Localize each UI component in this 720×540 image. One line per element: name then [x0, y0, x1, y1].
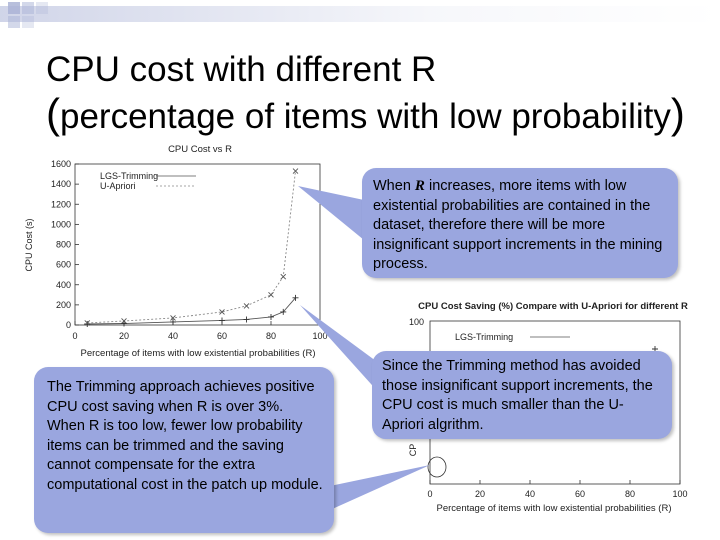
callout-r-increases: When R increases, more items with low ex…: [362, 168, 678, 278]
chart2-x-tick-label: 60: [575, 489, 585, 499]
chart1-x-tick-label: 80: [266, 331, 276, 341]
chart1-y-tick-label: 1600: [51, 159, 71, 169]
chart2-y-tick-label: 100: [409, 317, 424, 327]
title-line-1: CPU cost with different R: [46, 50, 437, 89]
chart1-point-marker: [219, 317, 225, 324]
top-gradient-band: [0, 6, 720, 22]
chart1-point-marker: [121, 318, 127, 324]
chart1-x-axis-label: Percentage of items with low existential…: [81, 348, 316, 359]
chart2-x-tick-label: 20: [475, 489, 485, 499]
title-line-2: (percentage of items with low probabilit…: [46, 92, 706, 139]
chart1-legend-label-lgs: LGS-Trimming: [100, 171, 158, 181]
chart1-point-marker: [268, 313, 274, 320]
callout-trimming-saving: The Trimming approach achieves positive …: [34, 367, 334, 533]
chart1-point-marker: [243, 303, 250, 309]
chart1-series-line-0: [87, 297, 296, 325]
chart2-y-axis-label: CP: [408, 444, 418, 457]
chart2-x-axis-label: Percentage of items with low existential…: [437, 503, 672, 514]
chart1-y-tick-label: 600: [56, 260, 71, 270]
title-line-2-text: percentage of items with low probability: [60, 97, 671, 136]
chart2-x-tick-label: 100: [672, 489, 687, 499]
chart1-point-marker: [243, 316, 250, 323]
chart1-x-tick-label: 0: [72, 331, 77, 341]
chart1-y-tick-label: 1400: [51, 179, 71, 189]
chart1-point-marker: [292, 168, 299, 174]
chart1-series-line-1: [87, 170, 296, 324]
slide-title: CPU cost with different R (percentage of…: [46, 48, 706, 139]
chart1-x-tick-label: 20: [119, 331, 129, 341]
chart1-y-tick-label: 0: [66, 320, 71, 330]
chart2-legend-label-lgs: LGS-Trimming: [455, 332, 513, 342]
chart1-legend: LGS-Trimming U-Apriori: [100, 171, 196, 191]
chart2-highlight-circle: [427, 456, 447, 478]
callout1-text-before: When: [373, 178, 415, 194]
callout2-pointer: [300, 305, 380, 394]
chart1-point-marker: [280, 273, 287, 280]
chart1-point-marker: [170, 318, 176, 325]
callout1-pointer: [298, 186, 364, 240]
callout-trimming-avoided: Since the Trimming method has avoided th…: [372, 351, 672, 439]
chart1-y-tick-label: 1000: [51, 219, 71, 229]
chart1-y-tick-label: 800: [56, 240, 71, 250]
chart2-x-tick-label: 80: [625, 489, 635, 499]
chart2-x-tick-label: 0: [427, 489, 432, 499]
chart2-x-tick-label: 40: [525, 489, 535, 499]
title-open-paren: (: [46, 90, 60, 137]
chart1-point-marker: [84, 320, 91, 326]
chart1-point-marker: [292, 294, 299, 301]
callout2-text: Since the Trimming method has avoided th…: [382, 358, 653, 433]
chart1-legend-label-uapriori: U-Apriori: [100, 181, 136, 191]
callout1-variable: R: [414, 178, 425, 194]
chart1-x-tick-label: 60: [217, 331, 227, 341]
chart2-legend: LGS-Trimming: [455, 332, 570, 342]
chart1-point-marker: [219, 309, 225, 315]
title-close-paren: ): [670, 90, 685, 137]
callout1-text-after: increases, more items with low existenti…: [373, 178, 663, 272]
chart1-x-tick-label: 100: [312, 331, 327, 341]
callout3-paragraph-1: The Trimming approach achieves positive …: [47, 379, 315, 415]
chart1-y-tick-label: 400: [56, 280, 71, 290]
chart1-y-tick-label: 200: [56, 300, 71, 310]
callout3-pointer: [330, 465, 430, 510]
chart1-point-marker: [268, 291, 274, 298]
callout3-paragraph-2: When R is too low, fewer low probability…: [47, 418, 323, 493]
chart1-point-marker: [170, 315, 176, 321]
chart2-title: CPU Cost Saving (%) Compare with U-Aprio…: [418, 301, 688, 312]
chart1-y-axis-label: CPU Cost (s): [24, 218, 34, 271]
chart1-title: CPU Cost vs R: [168, 144, 232, 155]
chart1-y-tick-label: 1200: [51, 199, 71, 209]
cpu-cost-chart: CPU Cost vs R 02004006008001000120014001…: [24, 144, 328, 359]
chart1-point-marker: [84, 320, 91, 327]
chart1-point-marker: [280, 308, 287, 315]
chart1-x-tick-label: 40: [168, 331, 178, 341]
